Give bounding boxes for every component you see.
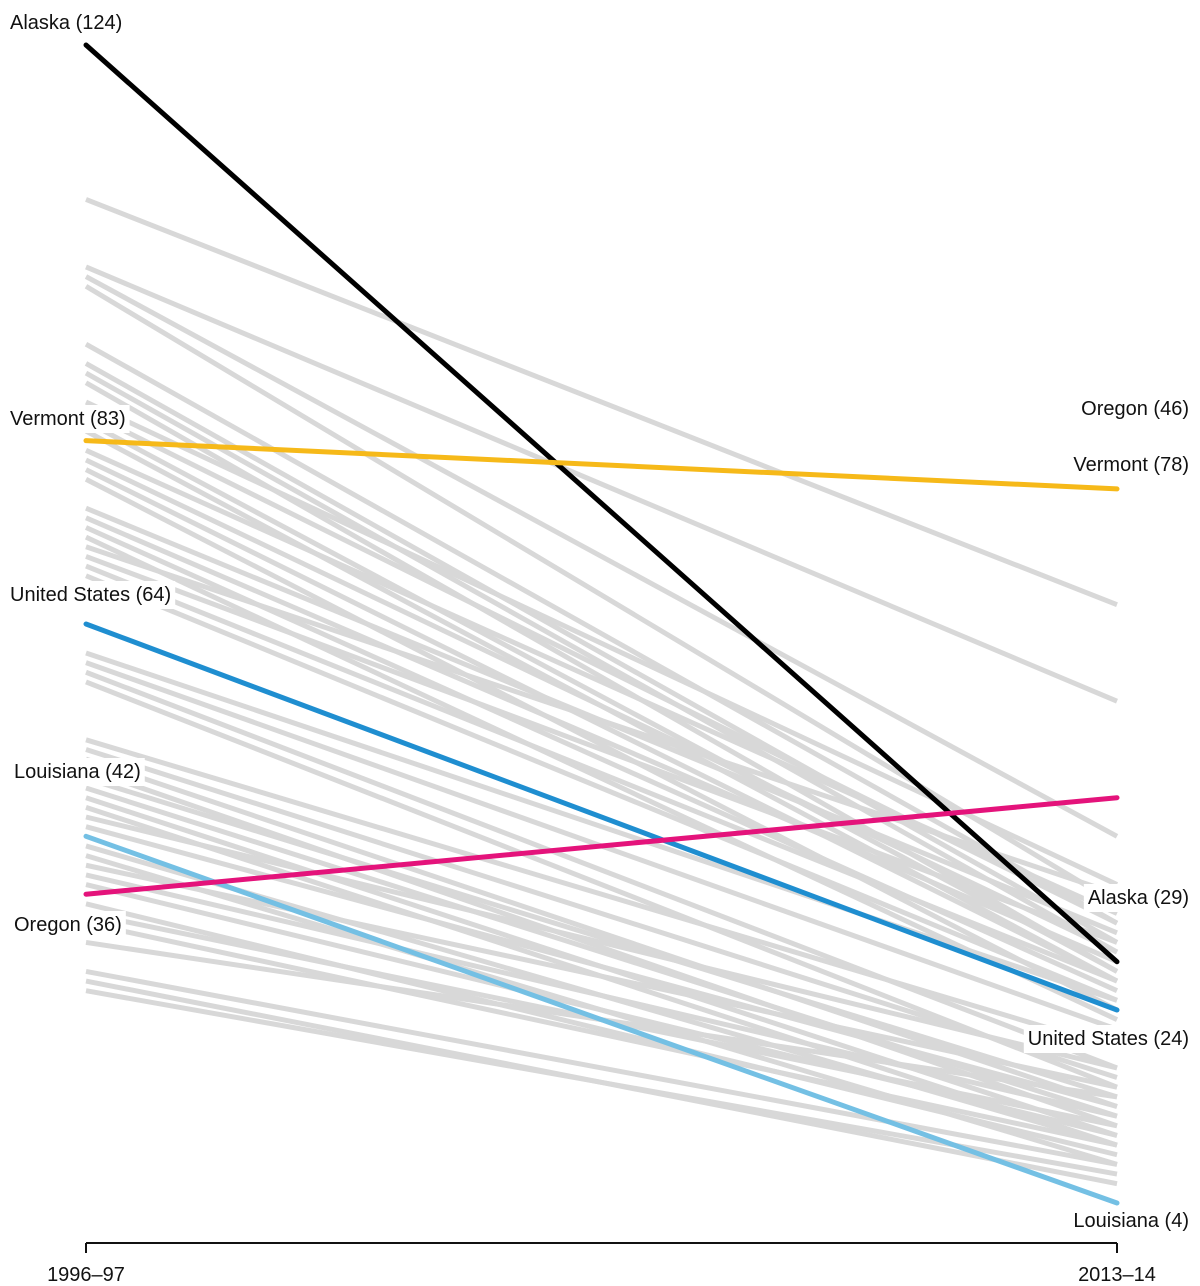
background-series-line xyxy=(85,920,1118,1148)
background-series-line xyxy=(85,515,1118,965)
x-tick-label-start: 1996–97 xyxy=(47,1264,125,1286)
label-alaska-end: Alaska (29) xyxy=(1088,887,1189,909)
background-series-line xyxy=(85,901,1118,1158)
series-labels: Alaska (124) Alaska (29) Vermont (83) Vermo… xyxy=(6,9,1193,1235)
label-alaska-start: Alaska (124) xyxy=(10,12,122,34)
background-series-line xyxy=(84,274,1119,839)
background-series-line xyxy=(84,457,1119,955)
background-series-line xyxy=(85,197,1118,608)
label-oregon-end: Oregon (46) xyxy=(1081,398,1189,420)
background-series-line xyxy=(85,650,1118,1003)
background-series-line xyxy=(85,747,1118,1080)
background-series-line xyxy=(85,968,1118,1167)
series-line-louisiana xyxy=(83,833,1120,1206)
label-united-states-end: United States (24) xyxy=(1028,1028,1189,1050)
label-louisiana-start: Louisiana (42) xyxy=(14,761,141,783)
label-background xyxy=(1023,1025,1193,1053)
series-line-oregon xyxy=(83,795,1120,897)
label-vermont-start: Vermont (83) xyxy=(10,408,126,430)
background-series-line xyxy=(85,776,1118,1100)
background-series-line xyxy=(85,824,1118,1109)
label-background xyxy=(6,9,127,37)
series-line-vermont xyxy=(83,438,1120,492)
x-axis: 1996–97 2013–14 xyxy=(47,1242,1156,1286)
label-vermont-end: Vermont (78) xyxy=(1073,454,1189,476)
background-series-line xyxy=(84,467,1119,984)
background-series-line xyxy=(84,477,1119,1013)
label-background xyxy=(10,758,145,786)
background-series-line xyxy=(85,679,1118,1090)
label-background xyxy=(6,581,176,609)
background-lines xyxy=(84,197,1119,1187)
background-series-line xyxy=(85,264,1118,704)
background-series-line xyxy=(84,370,1119,955)
background-series-line xyxy=(85,862,1118,1090)
label-louisiana-end: Louisiana (4) xyxy=(1073,1210,1189,1232)
background-series-line xyxy=(85,573,1118,1003)
series-line-alaska xyxy=(83,42,1120,965)
label-oregon-start: Oregon (36) xyxy=(14,914,122,936)
label-background xyxy=(10,911,126,939)
label-united-states-start: United States (64) xyxy=(10,584,171,606)
background-series-line xyxy=(85,766,1118,1129)
background-series-line xyxy=(84,341,1119,926)
highlighted-lines xyxy=(83,42,1120,1206)
background-series-line xyxy=(85,554,1118,945)
background-series-line xyxy=(85,872,1118,1119)
x-tick-label-end: 2013–14 xyxy=(1078,1264,1156,1286)
label-background xyxy=(1069,1207,1193,1235)
label-background xyxy=(6,405,130,433)
background-series-line xyxy=(85,737,1118,1051)
background-series-line xyxy=(85,563,1118,984)
background-series-line xyxy=(84,534,1119,1022)
background-series-line xyxy=(85,544,1118,897)
label-background xyxy=(1077,395,1193,423)
background-series-line xyxy=(85,814,1118,1071)
background-series-line xyxy=(84,399,1119,887)
background-series-line xyxy=(85,669,1118,1071)
background-series-line xyxy=(84,361,1119,945)
label-background xyxy=(1083,884,1193,912)
background-series-line xyxy=(84,284,1119,906)
series-line-united-states xyxy=(83,621,1120,1013)
label-background xyxy=(1069,451,1193,479)
background-series-line xyxy=(85,882,1118,1138)
